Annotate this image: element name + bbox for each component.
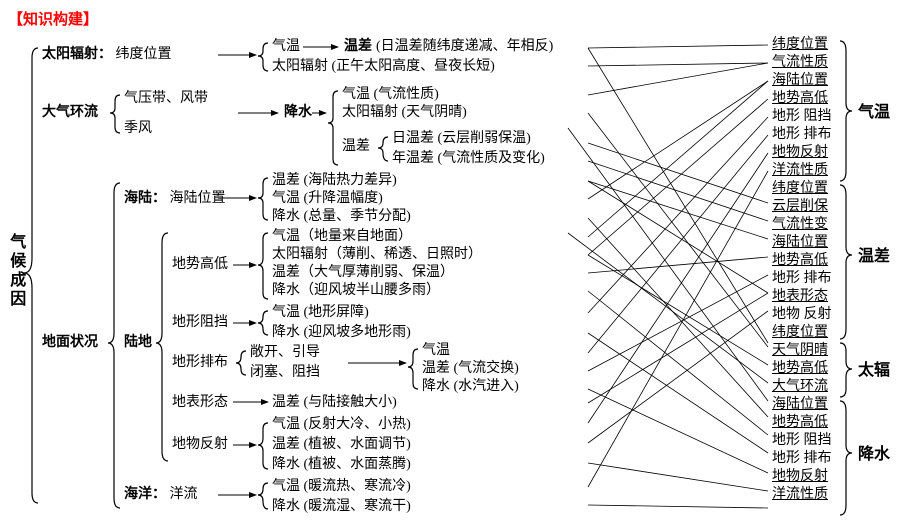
surf-sea: 海陆： 海陆位置 <box>124 191 226 208</box>
solar-out-a: 气温 <box>272 39 300 56</box>
l1-solar: 太阳辐射： 纬度位置 <box>42 47 172 64</box>
land-layout: 地形排布 <box>172 355 228 372</box>
ocean-lbl: 海洋： <box>124 487 166 502</box>
diagram: 气候成因 太阳辐射： 纬度位置 大气环流 气压带、风带 季风 降水 地面状况 气… <box>8 33 912 523</box>
l1-solar-factor: 纬度位置 <box>116 47 172 62</box>
r11: 气流性变 <box>772 217 828 234</box>
atmos-sub2: 季风 <box>124 121 152 138</box>
land-block: 地形阻挡 <box>172 315 228 332</box>
l1-surface: 地面状况 <box>42 335 98 352</box>
r12: 海陆位置 <box>772 235 828 252</box>
atmos-out-b: 太阳辐射 (天气阴晴) <box>342 105 467 122</box>
elev-a: 气温（地量来自地面） <box>272 229 412 246</box>
r1: 纬度位置 <box>772 37 828 54</box>
surf-ocean: 海洋： 洋流 <box>124 487 198 504</box>
r2: 气流性质 <box>772 55 828 72</box>
r9: 纬度位置 <box>772 181 828 198</box>
layout-in-a: 敞开、引导 <box>250 345 320 362</box>
atmos-out-c2: 年温差 (气流性质及变化) <box>392 151 545 168</box>
ocean-b: 降水 (暖流湿、寒流干) <box>272 499 411 516</box>
layout-out-b: 温差 (气流交换) <box>422 361 519 378</box>
reflect-b: 温差 (植被、水面调节) <box>272 437 411 454</box>
r24: 地形 排布 <box>772 451 832 468</box>
layout-out-a: 气温 <box>422 343 450 360</box>
r22: 地势高低 <box>772 415 828 432</box>
reflect-c: 降水 (植被、水面蒸腾) <box>272 457 411 474</box>
ocean-a: 气温 (暖流热、寒流冷) <box>272 479 411 496</box>
sea-lbl: 海陆： <box>124 191 166 206</box>
root-label: 气候成因 <box>6 233 25 309</box>
r26: 洋流性质 <box>772 487 828 504</box>
cat-precip: 降水 <box>858 445 890 464</box>
cat-diff: 温差 <box>858 247 890 266</box>
elev-c: 温差（大气厚薄削弱、保温） <box>272 265 454 282</box>
r3: 海陆位置 <box>772 73 828 90</box>
r5: 地形 阻挡 <box>772 109 832 126</box>
r10: 云层削保 <box>772 199 828 216</box>
land-form: 地表形态 <box>172 395 228 412</box>
sea-c: 降水 (总量、季节分配) <box>272 209 411 226</box>
sea-fac: 海陆位置 <box>170 191 226 206</box>
r7: 地物反射 <box>772 145 828 162</box>
r18: 天气阴晴 <box>772 343 828 360</box>
block-b: 降水 (迎风坡多地形雨) <box>272 325 411 342</box>
layout-in-b: 闭塞、阻挡 <box>250 365 320 382</box>
r16: 地物 反射 <box>772 307 832 324</box>
layout-out-c: 降水 (水汽进入) <box>422 379 519 396</box>
solar-out-b: 太阳辐射 (正午太阳高度、昼夜长短) <box>272 59 495 76</box>
sea-b: 气温 (升降温幅度) <box>272 191 383 208</box>
land-elev: 地势高低 <box>172 257 228 274</box>
cat-solar: 太辐 <box>858 361 890 380</box>
r15: 地表形态 <box>772 289 828 306</box>
form-a: 温差 (与陆接触大小) <box>272 395 397 412</box>
r6: 地形 排布 <box>772 127 832 144</box>
elev-b: 太阳辐射（薄削、稀透、日照时） <box>272 247 482 264</box>
l1-solar-label: 太阳辐射： <box>42 47 112 62</box>
r19: 地势高低 <box>772 361 828 378</box>
atmos-out: 降水 <box>284 105 312 122</box>
solar-out-a-detail: (日温差随纬度递减、年相反) <box>376 39 553 56</box>
cat-temp: 气温 <box>858 103 890 122</box>
r20: 大气环流 <box>772 379 828 396</box>
surf-land: 陆地 <box>124 335 152 352</box>
atmos-out-a: 气温 (气流性质) <box>342 87 439 104</box>
sea-a: 温差 (海陆热力差异) <box>272 173 397 190</box>
r25: 地物反射 <box>772 469 828 486</box>
elev-d: 降水（迎风坡半山腰多雨） <box>272 283 440 300</box>
block-a: 气温 (地形屏障) <box>272 305 369 322</box>
page-header: 【知识构建】 <box>8 8 912 29</box>
r21: 海陆位置 <box>772 397 828 414</box>
r23: 地形 阻挡 <box>772 433 832 450</box>
atmos-out-c1: 日温差 (云层削弱保温) <box>392 131 531 148</box>
ocean-fac: 洋流 <box>170 487 198 502</box>
r17: 纬度位置 <box>772 325 828 342</box>
r8: 洋流性质 <box>772 163 828 180</box>
r13: 地势高低 <box>772 253 828 270</box>
l1-atmos: 大气环流 <box>42 105 98 122</box>
atmos-sub1: 气压带、风带 <box>124 91 208 108</box>
r4: 地势高低 <box>772 91 828 108</box>
solar-out-a-arrow: 温差 <box>344 39 372 56</box>
land-reflect: 地物反射 <box>172 437 228 454</box>
r14: 地形 排布 <box>772 271 832 288</box>
atmos-out-c: 温差 <box>342 139 370 156</box>
reflect-a: 气温 (反射大冷、小热) <box>272 417 411 434</box>
